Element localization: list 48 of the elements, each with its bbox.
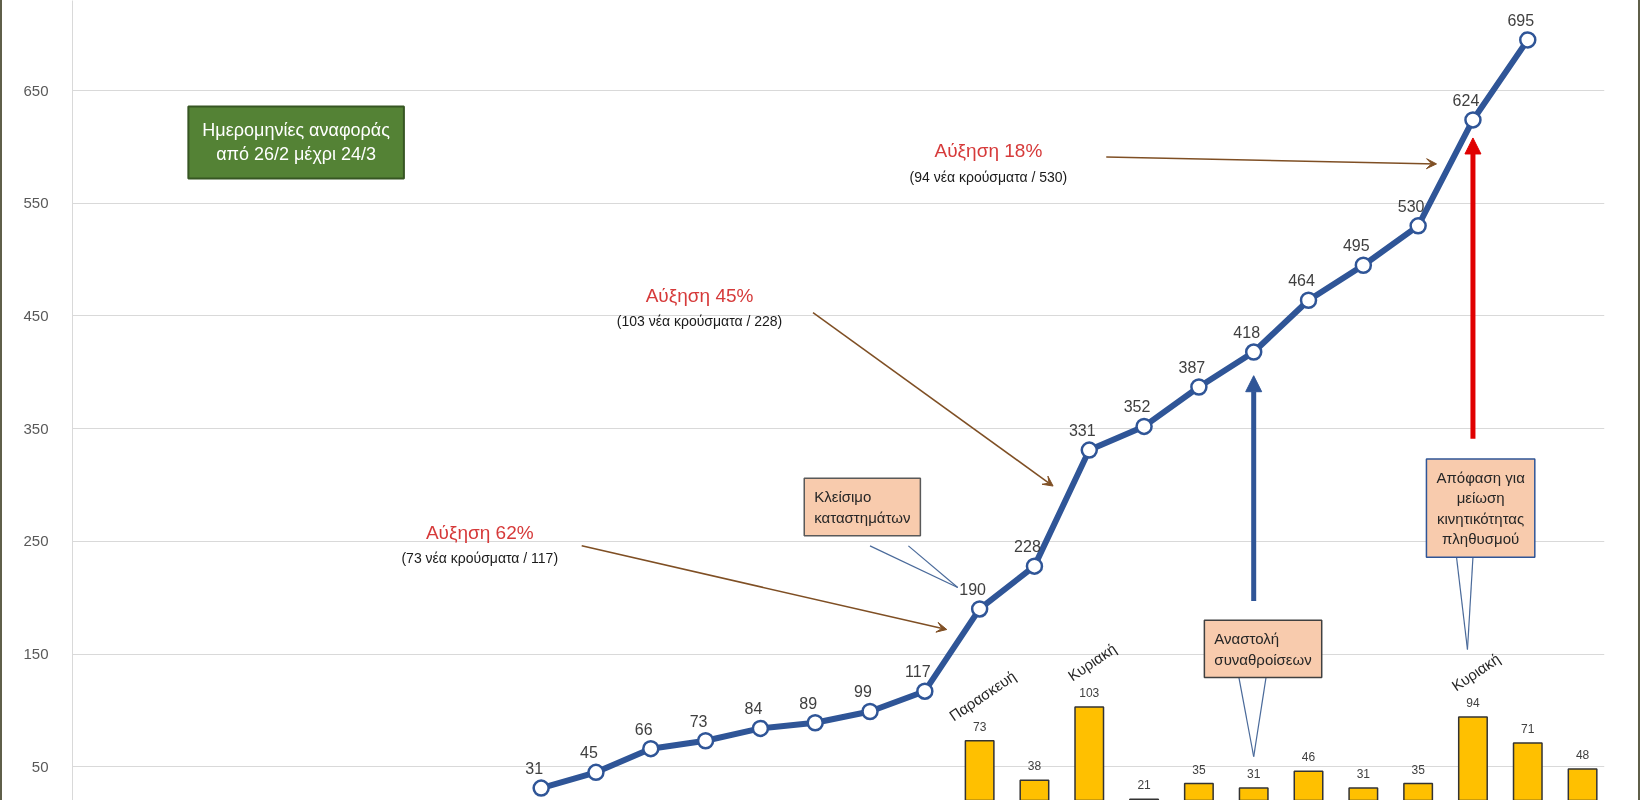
- data-label: 84: [744, 700, 763, 718]
- data-label: 35: [1192, 762, 1206, 777]
- y-tick-label: 50: [31, 757, 49, 775]
- data-label: 464: [1288, 272, 1315, 290]
- annotation: Αύξηση 18%: [934, 139, 1043, 161]
- data-label: 21: [1137, 778, 1152, 793]
- annotation: Αύξηση 62%: [425, 521, 534, 543]
- data-label: 495: [1342, 237, 1370, 255]
- data-label: 46: [1301, 750, 1316, 765]
- y-tick-label: 350: [23, 419, 49, 437]
- annotation: Ημερομηνίες αναφοράς από 26/2 μέχρι 24/3: [202, 120, 391, 165]
- annotation: (94 νέα κρούσματα / 530): [909, 169, 1068, 186]
- data-label: 103: [1079, 685, 1100, 700]
- data-label: 66: [634, 720, 653, 738]
- data-label: 94: [1466, 696, 1480, 711]
- data-label: 387: [1178, 358, 1206, 376]
- y-tick-label: 250: [23, 532, 49, 550]
- annotation: (73 νέα κρούσματα / 117): [401, 550, 559, 567]
- y-tick-label: 650: [23, 81, 49, 99]
- data-label: 35: [1411, 762, 1426, 777]
- data-label: 71: [1521, 722, 1535, 737]
- y-tick-label: 150: [23, 645, 49, 663]
- data-label: 45: [580, 744, 598, 762]
- data-label: 695: [1507, 11, 1535, 29]
- data-label: 73: [972, 719, 987, 734]
- data-label: 31: [1247, 767, 1261, 782]
- y-tick-label: 550: [23, 194, 49, 212]
- annotation: Κλείσιμο καταστημάτων: [814, 488, 911, 526]
- data-label: 99: [854, 683, 873, 701]
- data-label: 530: [1397, 197, 1425, 215]
- annotation: (103 νέα κρούσματα / 228): [616, 312, 783, 329]
- data-label: 190: [959, 580, 987, 598]
- annotation: Απόφαση για μείωση κινητικότητας πληθυσμού: [1436, 469, 1526, 548]
- data-label: 48: [1575, 747, 1590, 762]
- y-tick-label: 450: [23, 306, 49, 324]
- data-label: 418: [1233, 324, 1261, 342]
- data-label: 89: [799, 694, 818, 712]
- data-label: 73: [689, 712, 708, 730]
- data-label: 31: [525, 760, 544, 778]
- annotation: Αύξηση 45%: [645, 285, 754, 307]
- data-label: 228: [1014, 538, 1041, 556]
- data-label: 117: [905, 663, 931, 681]
- data-label: 31: [1356, 767, 1371, 782]
- data-label: 331: [1068, 422, 1096, 440]
- data-label: 38: [1027, 759, 1042, 774]
- annotation: Αναστολή συναθροίσεων: [1214, 630, 1312, 668]
- data-label: 624: [1452, 91, 1480, 109]
- data-label: 352: [1123, 398, 1151, 416]
